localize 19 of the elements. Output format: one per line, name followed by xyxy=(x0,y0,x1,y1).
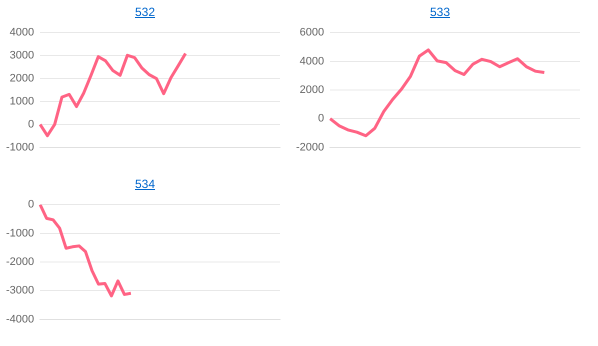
y-tick-label: 2000 xyxy=(300,84,324,96)
y-tick-label: -1000 xyxy=(6,141,34,154)
y-tick-label: 1000 xyxy=(10,96,34,108)
chart-title: 534 xyxy=(134,177,156,191)
y-tick-label: 2000 xyxy=(10,72,34,85)
y-tick-label: -2000 xyxy=(296,141,324,154)
y-tick-label: 0 xyxy=(28,118,34,130)
y-tick-label: -1000 xyxy=(6,227,34,240)
y-tick-label: 4000 xyxy=(300,55,324,68)
y-tick-label: 0 xyxy=(28,198,34,211)
y-tick-label: 6000 xyxy=(300,26,324,39)
y-tick-label: 4000 xyxy=(10,26,34,39)
chart-title: 532 xyxy=(134,5,156,19)
y-tick-label: -3000 xyxy=(6,284,34,297)
y-tick-label: -2000 xyxy=(6,256,34,268)
y-tick-label: 3000 xyxy=(10,50,34,62)
chart-title: 533 xyxy=(430,5,450,19)
y-tick-label: 0 xyxy=(318,112,324,125)
y-tick-label: -4000 xyxy=(6,313,34,326)
